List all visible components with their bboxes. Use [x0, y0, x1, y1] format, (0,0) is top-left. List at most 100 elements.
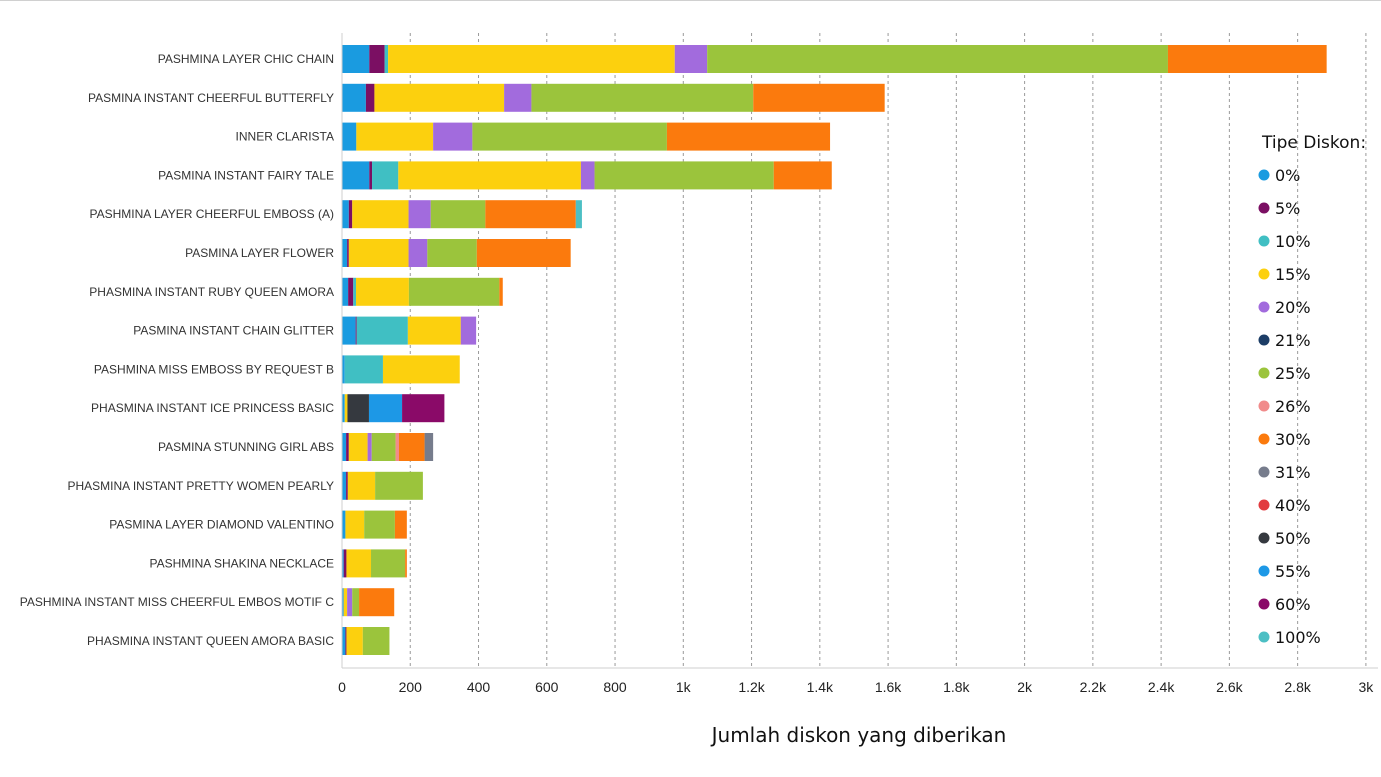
legend: Tipe Diskon: 0% 5% 10% 15% 20% 21% 25% 26% 30% 31…	[1258, 133, 1366, 647]
bar-segment	[342, 433, 347, 461]
bar-segment	[342, 549, 344, 578]
bar-segment	[347, 471, 376, 500]
bar-segment	[405, 549, 407, 578]
bar-segment	[666, 122, 831, 151]
bar-segment	[342, 161, 370, 190]
category-label: PASHMINA LAYER CHEERFUL EMBOSS (A)	[90, 207, 335, 221]
bar-segment	[367, 433, 372, 461]
bar-segment	[347, 588, 353, 617]
bar-segment	[531, 83, 754, 112]
legend-label: 10%	[1275, 232, 1311, 251]
bar-segment	[342, 510, 346, 539]
legend-label: 40%	[1275, 496, 1311, 515]
bar-segment	[674, 45, 708, 73]
bar-segment	[352, 588, 360, 617]
bar-segment	[364, 510, 395, 539]
bar-segment	[355, 316, 357, 345]
legend-label: 5%	[1275, 199, 1300, 218]
bar-segment	[353, 277, 356, 306]
bar-segment	[348, 239, 409, 267]
bar-segment	[408, 200, 431, 229]
bar-segment	[504, 83, 532, 112]
x-axis: 0 200 400 600 800 1k 1.2k 1.4k 1.6k 1.8k 2k 2.2k 2.4…	[338, 33, 1378, 695]
legend-label: 30%	[1275, 430, 1311, 449]
bar-segment	[371, 433, 396, 461]
legend-marker	[1258, 202, 1270, 214]
x-tick-label: 2.6k	[1216, 679, 1243, 695]
bar-segment	[375, 471, 423, 500]
bar-segment	[1167, 45, 1327, 73]
bar-segment	[342, 355, 345, 384]
bar-segment	[707, 45, 1168, 73]
bar-segment	[342, 588, 344, 617]
category-label: PASMINA STUNNING GIRL ABS	[158, 440, 334, 454]
legend-marker	[1258, 334, 1270, 346]
bar-segment	[346, 627, 363, 655]
legend-marker	[1258, 532, 1270, 544]
x-tick-label: 2k	[1017, 679, 1033, 695]
legend-title: Tipe Diskon:	[1261, 133, 1366, 153]
bar-segment	[348, 433, 368, 461]
x-tick-label: 2.2k	[1080, 679, 1107, 695]
bar-segment	[347, 239, 349, 267]
bar-segment	[348, 200, 353, 229]
bar-segment	[407, 316, 461, 345]
bar-segment	[345, 627, 347, 655]
legend-marker	[1258, 598, 1270, 610]
bar-segment	[394, 510, 407, 539]
category-label: PASHMINA LAYER CHIC CHAIN	[158, 52, 334, 66]
bar-segment	[356, 122, 434, 151]
category-label: PHASMINA INSTANT ICE PRINCESS BASIC	[91, 401, 334, 415]
legend-marker	[1258, 499, 1270, 511]
legend-label: 20%	[1275, 298, 1311, 317]
category-label: PHASMINA INSTANT PRETTY WOMEN PEARLY	[68, 479, 335, 493]
legend-marker	[1258, 466, 1270, 478]
bar-segment	[476, 239, 571, 267]
bar-segment	[342, 45, 370, 73]
x-tick-label: 3k	[1359, 679, 1375, 695]
bar-segment	[433, 122, 473, 151]
x-tick-label: 1k	[676, 679, 692, 695]
bar-segment	[342, 83, 366, 112]
category-label: PASHMINA SHAKINA NECKLACE	[150, 556, 335, 570]
legend-label: 21%	[1275, 331, 1311, 350]
bar-segment	[344, 394, 348, 423]
bar-segment	[369, 45, 385, 73]
bar-segment	[424, 433, 434, 461]
category-label: PASHMINA INSTANT MISS CHEERFUL EMBOS MOT…	[20, 595, 335, 609]
bar-segment	[355, 277, 409, 306]
legend-marker	[1258, 565, 1270, 577]
bar-segment	[388, 45, 675, 73]
bar-segment	[365, 83, 375, 112]
bar-segment	[580, 161, 595, 190]
bar-segment	[368, 394, 403, 423]
x-tick-label: 2.4k	[1148, 679, 1175, 695]
bar-segment	[347, 394, 369, 423]
bar-segment	[345, 510, 365, 539]
bar-segment	[402, 394, 445, 423]
bar-segment	[460, 316, 477, 345]
bar-segment	[342, 277, 349, 306]
bar-segment	[343, 549, 347, 578]
bar-segment	[342, 316, 356, 345]
category-label: PASMINA INSTANT CHAIN GLITTER	[133, 324, 334, 338]
legend-label: 50%	[1275, 529, 1311, 548]
bar-segment	[342, 122, 357, 151]
legend-marker	[1258, 631, 1270, 643]
bar-segment	[382, 355, 460, 384]
x-tick-label: 1.2k	[738, 679, 765, 695]
x-tick-label: 1.8k	[943, 679, 970, 695]
bar-segment	[369, 161, 373, 190]
bar-segment	[398, 433, 425, 461]
bar-segment	[372, 161, 399, 190]
bar-segment	[773, 161, 832, 190]
bar-segment	[408, 239, 428, 267]
bar-segment	[374, 83, 505, 112]
x-axis-title: Jumlah diskon yang diberikan	[710, 723, 1007, 747]
bar-segment	[472, 122, 667, 151]
x-tick-label: 1.6k	[875, 679, 902, 695]
legend-marker	[1258, 433, 1270, 445]
category-label: PHASMINA INSTANT QUEEN AMORA BASIC	[87, 634, 334, 648]
bar-segment	[371, 549, 406, 578]
